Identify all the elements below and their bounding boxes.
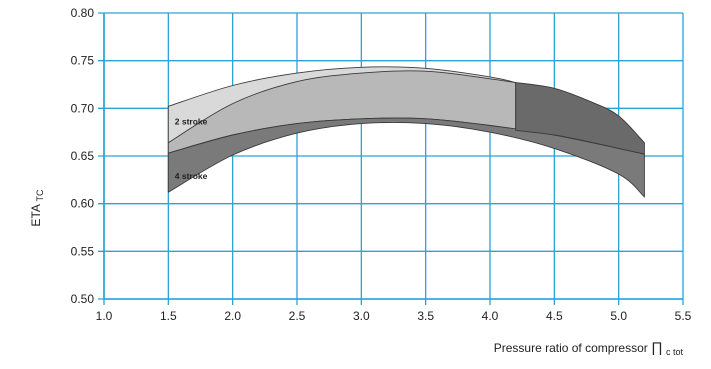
- x-axis-label-symbol: ∏: [651, 339, 663, 355]
- x-axis-label-subscript: c tot: [666, 347, 684, 357]
- y-tick-label: 0.55: [71, 244, 95, 258]
- x-tick-label: 2.0: [224, 309, 241, 323]
- y-axis-label: ETA TC: [29, 189, 45, 227]
- y-tick-label: 0.60: [71, 197, 95, 211]
- label-layer: 0.50 0.55 0.60 0.65 0.70 0.75 0.80 1.0 1.5 2.0 2.5…: [71, 6, 692, 323]
- band-layer: [167, 66, 645, 198]
- efficiency-band-3: [167, 117, 645, 198]
- x-tick-label: 5.0: [610, 309, 627, 323]
- y-tick-label: 0.50: [71, 292, 95, 306]
- y-tick-label: 0.75: [71, 54, 95, 68]
- x-axis-label-main: Pressure ratio of compressor: [494, 341, 651, 355]
- y-axis-label-subscript: TC: [35, 189, 45, 201]
- x-tick-label: 4.5: [546, 309, 563, 323]
- annotation-2: 4 stroke: [175, 171, 208, 181]
- y-tick-label: 0.70: [71, 101, 95, 115]
- y-tick-label: 0.65: [71, 149, 95, 163]
- annotation-1: 2 stroke: [175, 117, 208, 127]
- grid-layer: [98, 12, 684, 305]
- x-axis-label: Pressure ratio of compressor ∏ c tot: [494, 339, 684, 357]
- y-axis-label-main: ETA: [29, 204, 43, 226]
- y-tick-label: 0.80: [71, 6, 95, 20]
- x-tick-label: 3.0: [353, 309, 370, 323]
- x-tick-label: 2.5: [289, 309, 306, 323]
- x-tick-label: 1.0: [96, 309, 113, 323]
- x-tick-label: 4.0: [482, 309, 499, 323]
- x-tick-label: 3.5: [417, 309, 434, 323]
- efficiency-band-4: [515, 82, 645, 155]
- x-tick-label: 5.5: [675, 309, 692, 323]
- x-tick-label: 1.5: [160, 309, 177, 323]
